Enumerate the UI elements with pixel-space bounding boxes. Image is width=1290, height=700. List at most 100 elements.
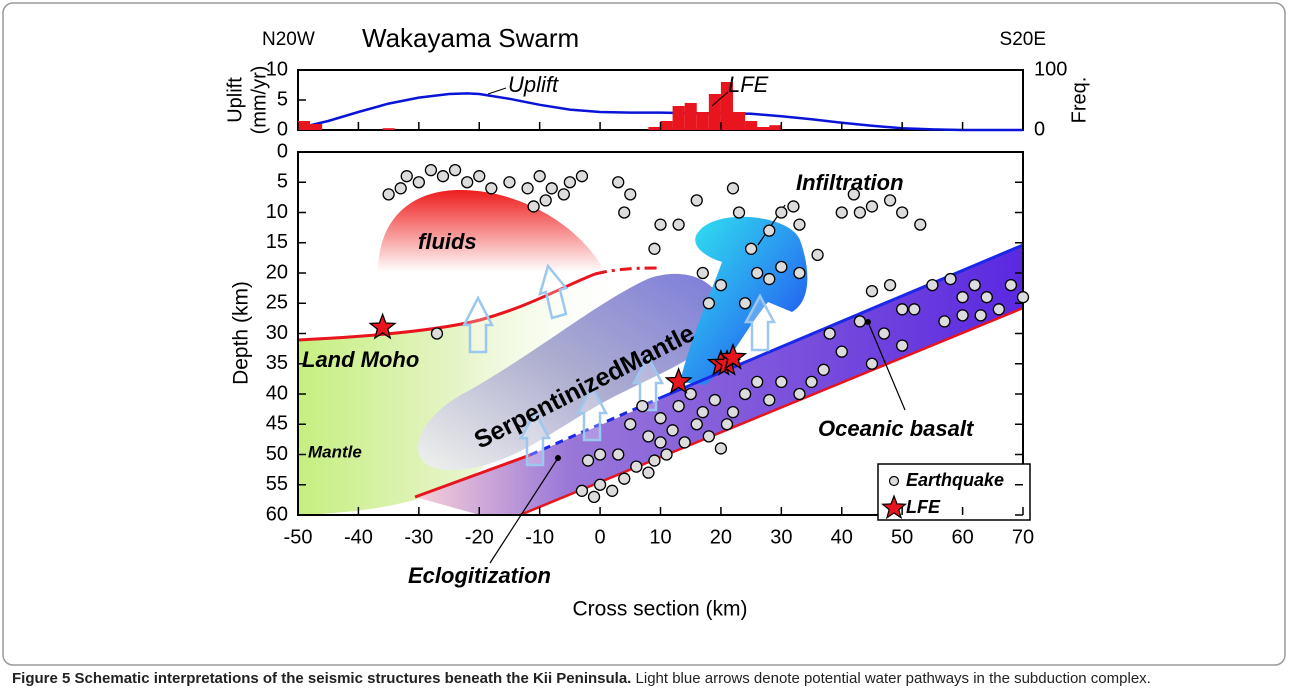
earthquake (576, 171, 587, 182)
earthquake (764, 225, 775, 236)
earthquake (607, 485, 618, 496)
earthquake (854, 207, 865, 218)
histogram-bar (745, 121, 757, 130)
y-tick-label: 25 (266, 292, 288, 314)
x-tick-label: 10 (649, 526, 671, 548)
earthquake (740, 389, 751, 400)
earthquake (752, 268, 763, 279)
y-tick-label: 30 (266, 322, 288, 344)
direction-label: N20W (262, 29, 315, 50)
earthquake (413, 177, 424, 188)
histogram-bar (661, 121, 673, 130)
earthquake (625, 419, 636, 430)
earthquake (474, 171, 485, 182)
earthquake (885, 195, 896, 206)
earthquake (613, 177, 624, 188)
annotation: Land Moho (302, 347, 419, 372)
y2-tick-label: 100 (1034, 58, 1067, 80)
earthquake (879, 328, 890, 339)
earthquake (885, 280, 896, 291)
earthquake (788, 201, 799, 212)
earthquake (969, 280, 980, 291)
earthquake (927, 280, 938, 291)
earthquake (673, 219, 684, 230)
x-tick-label: -10 (525, 526, 554, 548)
earthquake (975, 310, 986, 321)
earthquake (558, 189, 569, 200)
earthquake (836, 346, 847, 357)
annotation: fluids (418, 229, 477, 254)
earthquake (915, 219, 926, 230)
earthquake (631, 461, 642, 472)
earthquake (728, 183, 739, 194)
caption-title: Figure 5 Schematic interpretations of th… (12, 670, 631, 687)
caption-text: Light blue arrows denote potential water… (636, 670, 1151, 687)
earthquake (661, 449, 672, 460)
x-tick-label: -40 (344, 526, 373, 548)
legend-label: LFE (906, 497, 941, 517)
x-tick-label: 70 (1012, 526, 1034, 548)
earthquake (619, 207, 630, 218)
earthquake (655, 219, 666, 230)
earthquake (383, 189, 394, 200)
series-label: LFE (728, 72, 769, 97)
y-tick-label: 20 (266, 261, 288, 283)
earthquake (546, 183, 557, 194)
earthquake (667, 425, 678, 436)
histogram-bar (697, 112, 709, 130)
y-tick-label: 10 (266, 201, 288, 223)
histogram-bar (673, 106, 685, 130)
histogram-bar (298, 121, 310, 130)
y-tick-label: 40 (266, 382, 288, 404)
earthquake (764, 274, 775, 285)
fluids-region (378, 190, 605, 272)
histogram-bar (757, 127, 769, 130)
y-axis-label: Depth (km) (230, 281, 253, 385)
direction-label: S20E (1000, 29, 1046, 50)
earthquake (866, 358, 877, 369)
earthquake (854, 316, 865, 327)
y-tick-label: 15 (266, 231, 288, 253)
earthquake (504, 177, 515, 188)
y-tick-label: 0 (277, 140, 288, 162)
earthquake (806, 376, 817, 387)
earthquake (740, 298, 751, 309)
earthquake (486, 183, 497, 194)
annotation: Oceanic basalt (818, 416, 975, 441)
histogram-bar (685, 103, 697, 130)
earthquake (909, 304, 920, 315)
earthquake (957, 292, 968, 303)
earthquake (897, 340, 908, 351)
earthquake (697, 268, 708, 279)
earthquake (643, 431, 654, 442)
y-tick-label: 55 (266, 473, 288, 495)
earthquake (637, 401, 648, 412)
annotation: Eclogitization (408, 563, 551, 588)
earthquake (794, 268, 805, 279)
earthquake (866, 286, 877, 297)
y-tick-label: 35 (266, 352, 288, 374)
earthquake (981, 292, 992, 303)
earthquake (522, 183, 533, 194)
x-tick-label: 0 (595, 526, 606, 548)
earthquake (649, 243, 660, 254)
earthquake (673, 401, 684, 412)
x-tick-label: 40 (831, 526, 853, 548)
earthquake (794, 389, 805, 400)
earthquake (957, 310, 968, 321)
earthquake (776, 207, 787, 218)
x-tick-label: 20 (710, 526, 732, 548)
earthquake (619, 473, 630, 484)
x-tick-label: 30 (770, 526, 792, 548)
earthquake (818, 364, 829, 375)
earthquake (1018, 292, 1029, 303)
legend-label: Earthquake (906, 470, 1004, 490)
x-axis-label: Cross section (km) (572, 598, 747, 621)
earthquake (583, 455, 594, 466)
earthquake (528, 201, 539, 212)
legend-marker (890, 477, 899, 486)
earthquake (812, 249, 823, 260)
earthquake (649, 455, 660, 466)
earthquake (643, 467, 654, 478)
